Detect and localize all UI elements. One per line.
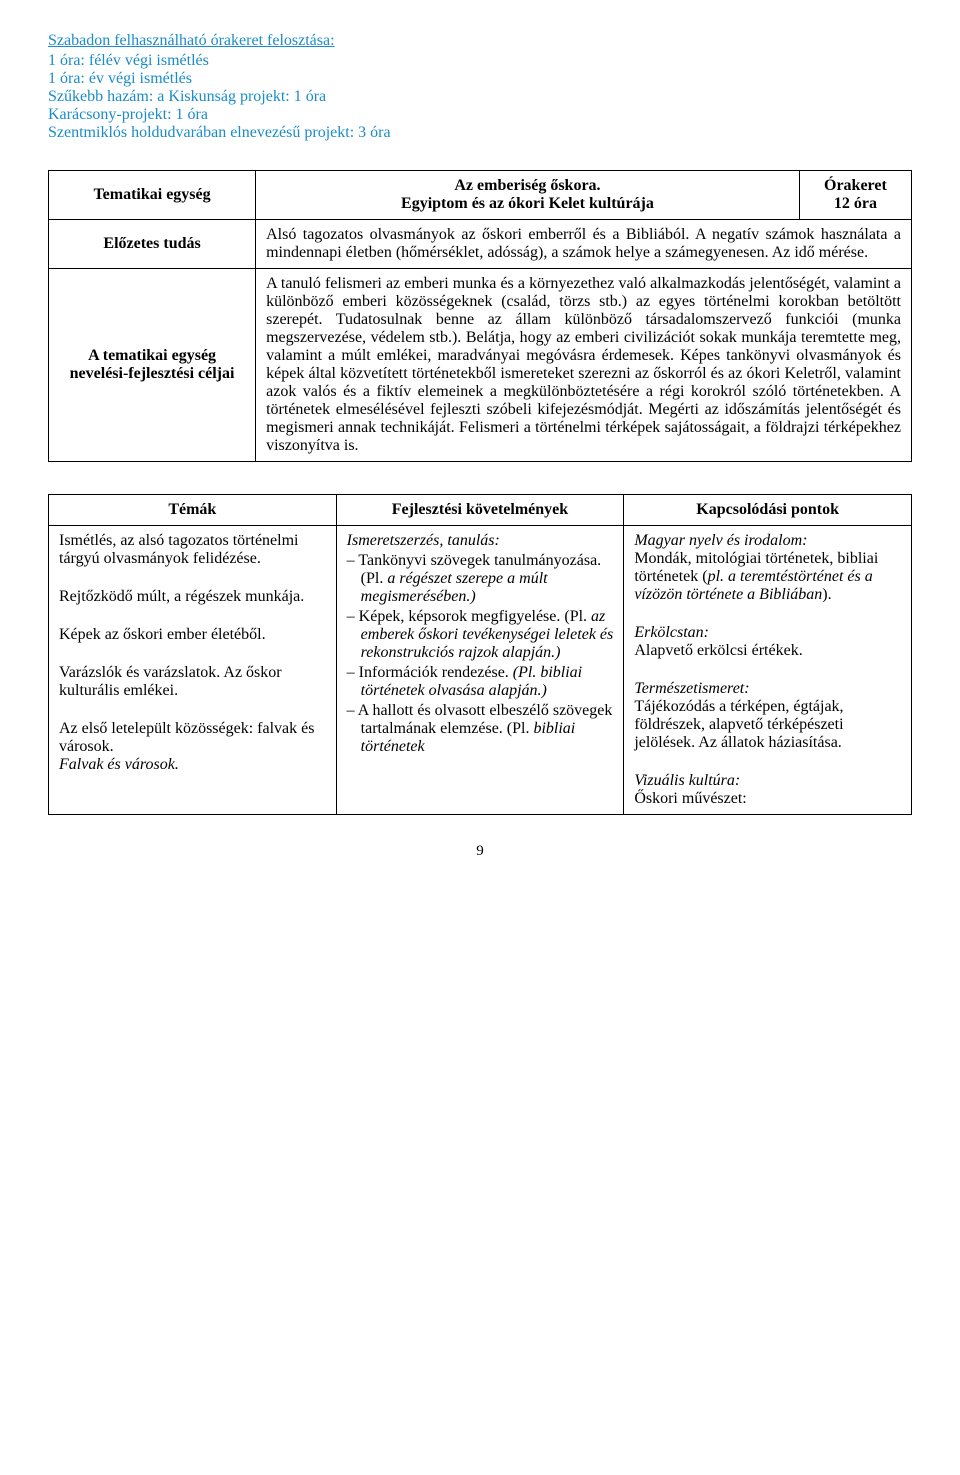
- col3-s3-text: Tájékozódás a térképen, égtájak, földrés…: [634, 698, 843, 751]
- col1-p2: Rejtőzködő múlt, a régészek munkája.: [59, 588, 326, 606]
- col1-p3: Képek az őskori ember életéből.: [59, 626, 326, 644]
- goals-text-cell: A tanuló felismeri az emberi munka és a …: [256, 269, 912, 462]
- col2-i1b: a régészet szerepe a múlt megismerésében…: [361, 570, 548, 605]
- col1-p5b: Falvak és városok.: [59, 756, 326, 774]
- intro-line-5: Szentmiklós holdudvarában elnevezésű pro…: [48, 124, 912, 142]
- topics-body-row: Ismétlés, az alsó tagozatos történelmi t…: [49, 526, 912, 815]
- col3-s4-text: Őskori művészet:: [634, 790, 746, 807]
- col3-s2: Erkölcstan: Alapvető erkölcsi értékek.: [634, 624, 901, 660]
- unit-title-cell: Az emberiség őskora. Egyiptom és az ókor…: [256, 171, 800, 220]
- intro-line-2: 1 óra: év végi ismétlés: [48, 70, 912, 88]
- intro-line-4: Karácsony-projekt: 1 óra: [48, 106, 912, 124]
- col1-p1: Ismétlés, az alsó tagozatos történelmi t…: [59, 532, 326, 568]
- col3-s1: Magyar nyelv és irodalom: Mondák, mitoló…: [634, 532, 901, 604]
- col2-item-3: Információk rendezése. (Pl. bibliai tört…: [361, 664, 614, 700]
- topics-header-1: Témák: [49, 495, 337, 526]
- col3-s4: Vizuális kultúra: Őskori művészet:: [634, 772, 901, 808]
- unit-title-line2: Egyiptom és az ókori Kelet kultúrája: [401, 195, 654, 212]
- col3-s1-label: Magyar nyelv és irodalom:: [634, 532, 807, 549]
- unit-row-prior: Előzetes tudás Alsó tagozatos olvasmányo…: [49, 220, 912, 269]
- prior-text-cell: Alsó tagozatos olvasmányok az őskori emb…: [256, 220, 912, 269]
- page-number: 9: [48, 843, 912, 860]
- unit-hours-cell: Órakeret 12 óra: [799, 171, 911, 220]
- topics-header-3: Kapcsolódási pontok: [624, 495, 912, 526]
- unit-table: Tematikai egység Az emberiség őskora. Eg…: [48, 170, 912, 462]
- hours-label: Órakeret: [824, 177, 887, 194]
- col3-s2-text: Alapvető erkölcsi értékek.: [634, 642, 802, 659]
- prior-label-cell: Előzetes tudás: [49, 220, 256, 269]
- unit-title-line1: Az emberiség őskora.: [454, 177, 600, 194]
- col1-p4: Varázslók és varázslatok. Az őskor kultu…: [59, 664, 326, 700]
- col2-i2a: Képek, képsorok megfigyelése. (Pl.: [359, 608, 591, 625]
- topics-header-2: Fejlesztési követelmények: [336, 495, 624, 526]
- col3-s1-text-c: ).: [822, 586, 831, 603]
- hours-value: 12 óra: [834, 195, 877, 212]
- col3-s2-label: Erkölcstan:: [634, 624, 709, 641]
- topics-col-3: Magyar nyelv és irodalom: Mondák, mitoló…: [624, 526, 912, 815]
- unit-label-cell: Tematikai egység: [49, 171, 256, 220]
- goals-label-cell: A tematikai egység nevelési-fejlesztési …: [49, 269, 256, 462]
- topics-col-1: Ismétlés, az alsó tagozatos történelmi t…: [49, 526, 337, 815]
- intro-block: Szabadon felhasználható órakeret feloszt…: [48, 32, 912, 142]
- intro-heading: Szabadon felhasználható órakeret feloszt…: [48, 32, 912, 50]
- topics-header-row: Témák Fejlesztési követelmények Kapcsoló…: [49, 495, 912, 526]
- col3-s3-label: Természetismeret:: [634, 680, 749, 697]
- col2-item-2: Képek, képsorok megfigyelése. (Pl. az em…: [361, 608, 614, 662]
- topics-table: Témák Fejlesztési követelmények Kapcsoló…: [48, 494, 912, 815]
- col2-item-4: A hallott és olvasott elbeszélő szövegek…: [361, 702, 614, 756]
- col3-s3: Természetismeret: Tájékozódás a térképen…: [634, 680, 901, 752]
- col1-p5a: Az első letelepült közösségek: falvak és…: [59, 720, 326, 756]
- col2-heading: Ismeretszerzés, tanulás:: [347, 532, 614, 550]
- topics-col-2: Ismeretszerzés, tanulás: Tankönyvi szöve…: [336, 526, 624, 815]
- col2-list: Tankönyvi szövegek tanulmányozása. (Pl. …: [347, 552, 614, 756]
- col3-s4-label: Vizuális kultúra:: [634, 772, 740, 789]
- unit-row-goals: A tematikai egység nevelési-fejlesztési …: [49, 269, 912, 462]
- col2-i3a: Információk rendezése.: [359, 664, 513, 681]
- intro-line-1: 1 óra: félév végi ismétlés: [48, 52, 912, 70]
- intro-line-3: Szűkebb hazám: a Kiskunság projekt: 1 ór…: [48, 88, 912, 106]
- unit-row-title: Tematikai egység Az emberiség őskora. Eg…: [49, 171, 912, 220]
- col2-item-1: Tankönyvi szövegek tanulmányozása. (Pl. …: [361, 552, 614, 606]
